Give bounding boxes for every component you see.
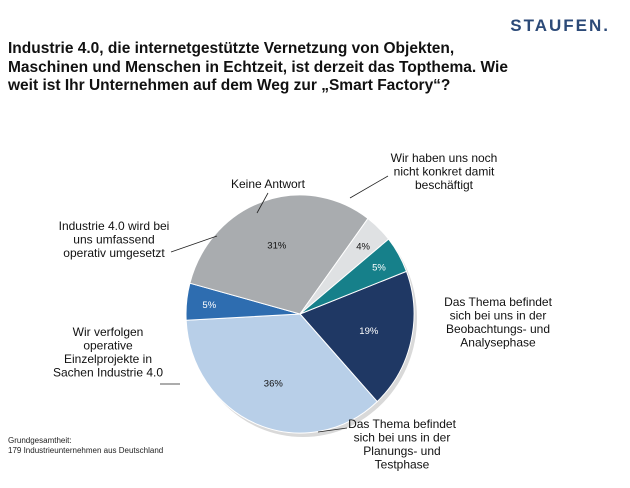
- footnote-line: Grundgesamtheit:: [8, 436, 72, 445]
- leader-line: [317, 427, 348, 433]
- slice-category-label: Planungs- und: [363, 444, 440, 458]
- leader-line: [256, 192, 269, 214]
- brand-logo: STAUFEN.: [510, 16, 610, 35]
- title-line: Industrie 4.0, die internetgestützte Ver…: [8, 40, 455, 57]
- slice-category-label: operative: [83, 339, 133, 353]
- slice-value-label: 36%: [264, 378, 284, 389]
- title-line: weit ist Ihr Unternehmen auf dem Weg zur…: [8, 77, 451, 94]
- slice-category-label: Einzelprojekte in: [64, 352, 152, 366]
- pie-slice: [299, 270, 415, 403]
- leader-line: [170, 235, 218, 253]
- pie-slice: [189, 194, 369, 315]
- slice-category-label: uns umfassend: [73, 233, 154, 247]
- pie-slice: [299, 238, 408, 315]
- slice-value-label: 4%: [356, 241, 370, 252]
- chart-title: Industrie 4.0, die internetgestützte Ver…: [8, 40, 568, 96]
- slice-category-label: operativ umgesetzt: [63, 246, 165, 260]
- slice-category-label: nicht konkret damit: [394, 165, 495, 179]
- slice-category-label: Das Thema befindet: [444, 295, 553, 309]
- footnote: Grundgesamtheit: 179 Industrieunternehme…: [8, 436, 163, 456]
- leader-line: [349, 175, 389, 199]
- slice-value-label: 19%: [359, 326, 379, 337]
- slice-category-label: Sachen Industrie 4.0: [53, 366, 163, 380]
- slice-category-label: Analysephase: [460, 336, 536, 350]
- slice-category-label: Beobachtungs- und: [446, 322, 550, 336]
- slice-category-label: Wir verfolgen: [73, 325, 144, 339]
- slice-category-label: Keine Antwort: [231, 177, 306, 191]
- slice-category-label: sich bei uns in der: [354, 431, 451, 445]
- slice-category-label: Wir haben uns noch: [391, 151, 498, 165]
- slice-category-label: Testphase: [375, 458, 430, 472]
- slice-value-label: 5%: [372, 262, 386, 273]
- slice-category-label: Das Thema befindet: [348, 417, 457, 431]
- title-line: Maschinen und Menschen in Echtzeit, ist …: [8, 58, 508, 76]
- footnote-line: 179 Industrieunternehmen aus Deutschland: [8, 446, 164, 455]
- pie-slice: [185, 313, 378, 434]
- slice-category-label: sich bei uns in der: [450, 309, 547, 323]
- slice-category-label: beschäftigt: [415, 178, 474, 192]
- slice-category-label: Industrie 4.0 wird bei: [59, 219, 170, 233]
- slice-value-label: 31%: [267, 240, 287, 251]
- slice-value-label: 5%: [202, 300, 216, 311]
